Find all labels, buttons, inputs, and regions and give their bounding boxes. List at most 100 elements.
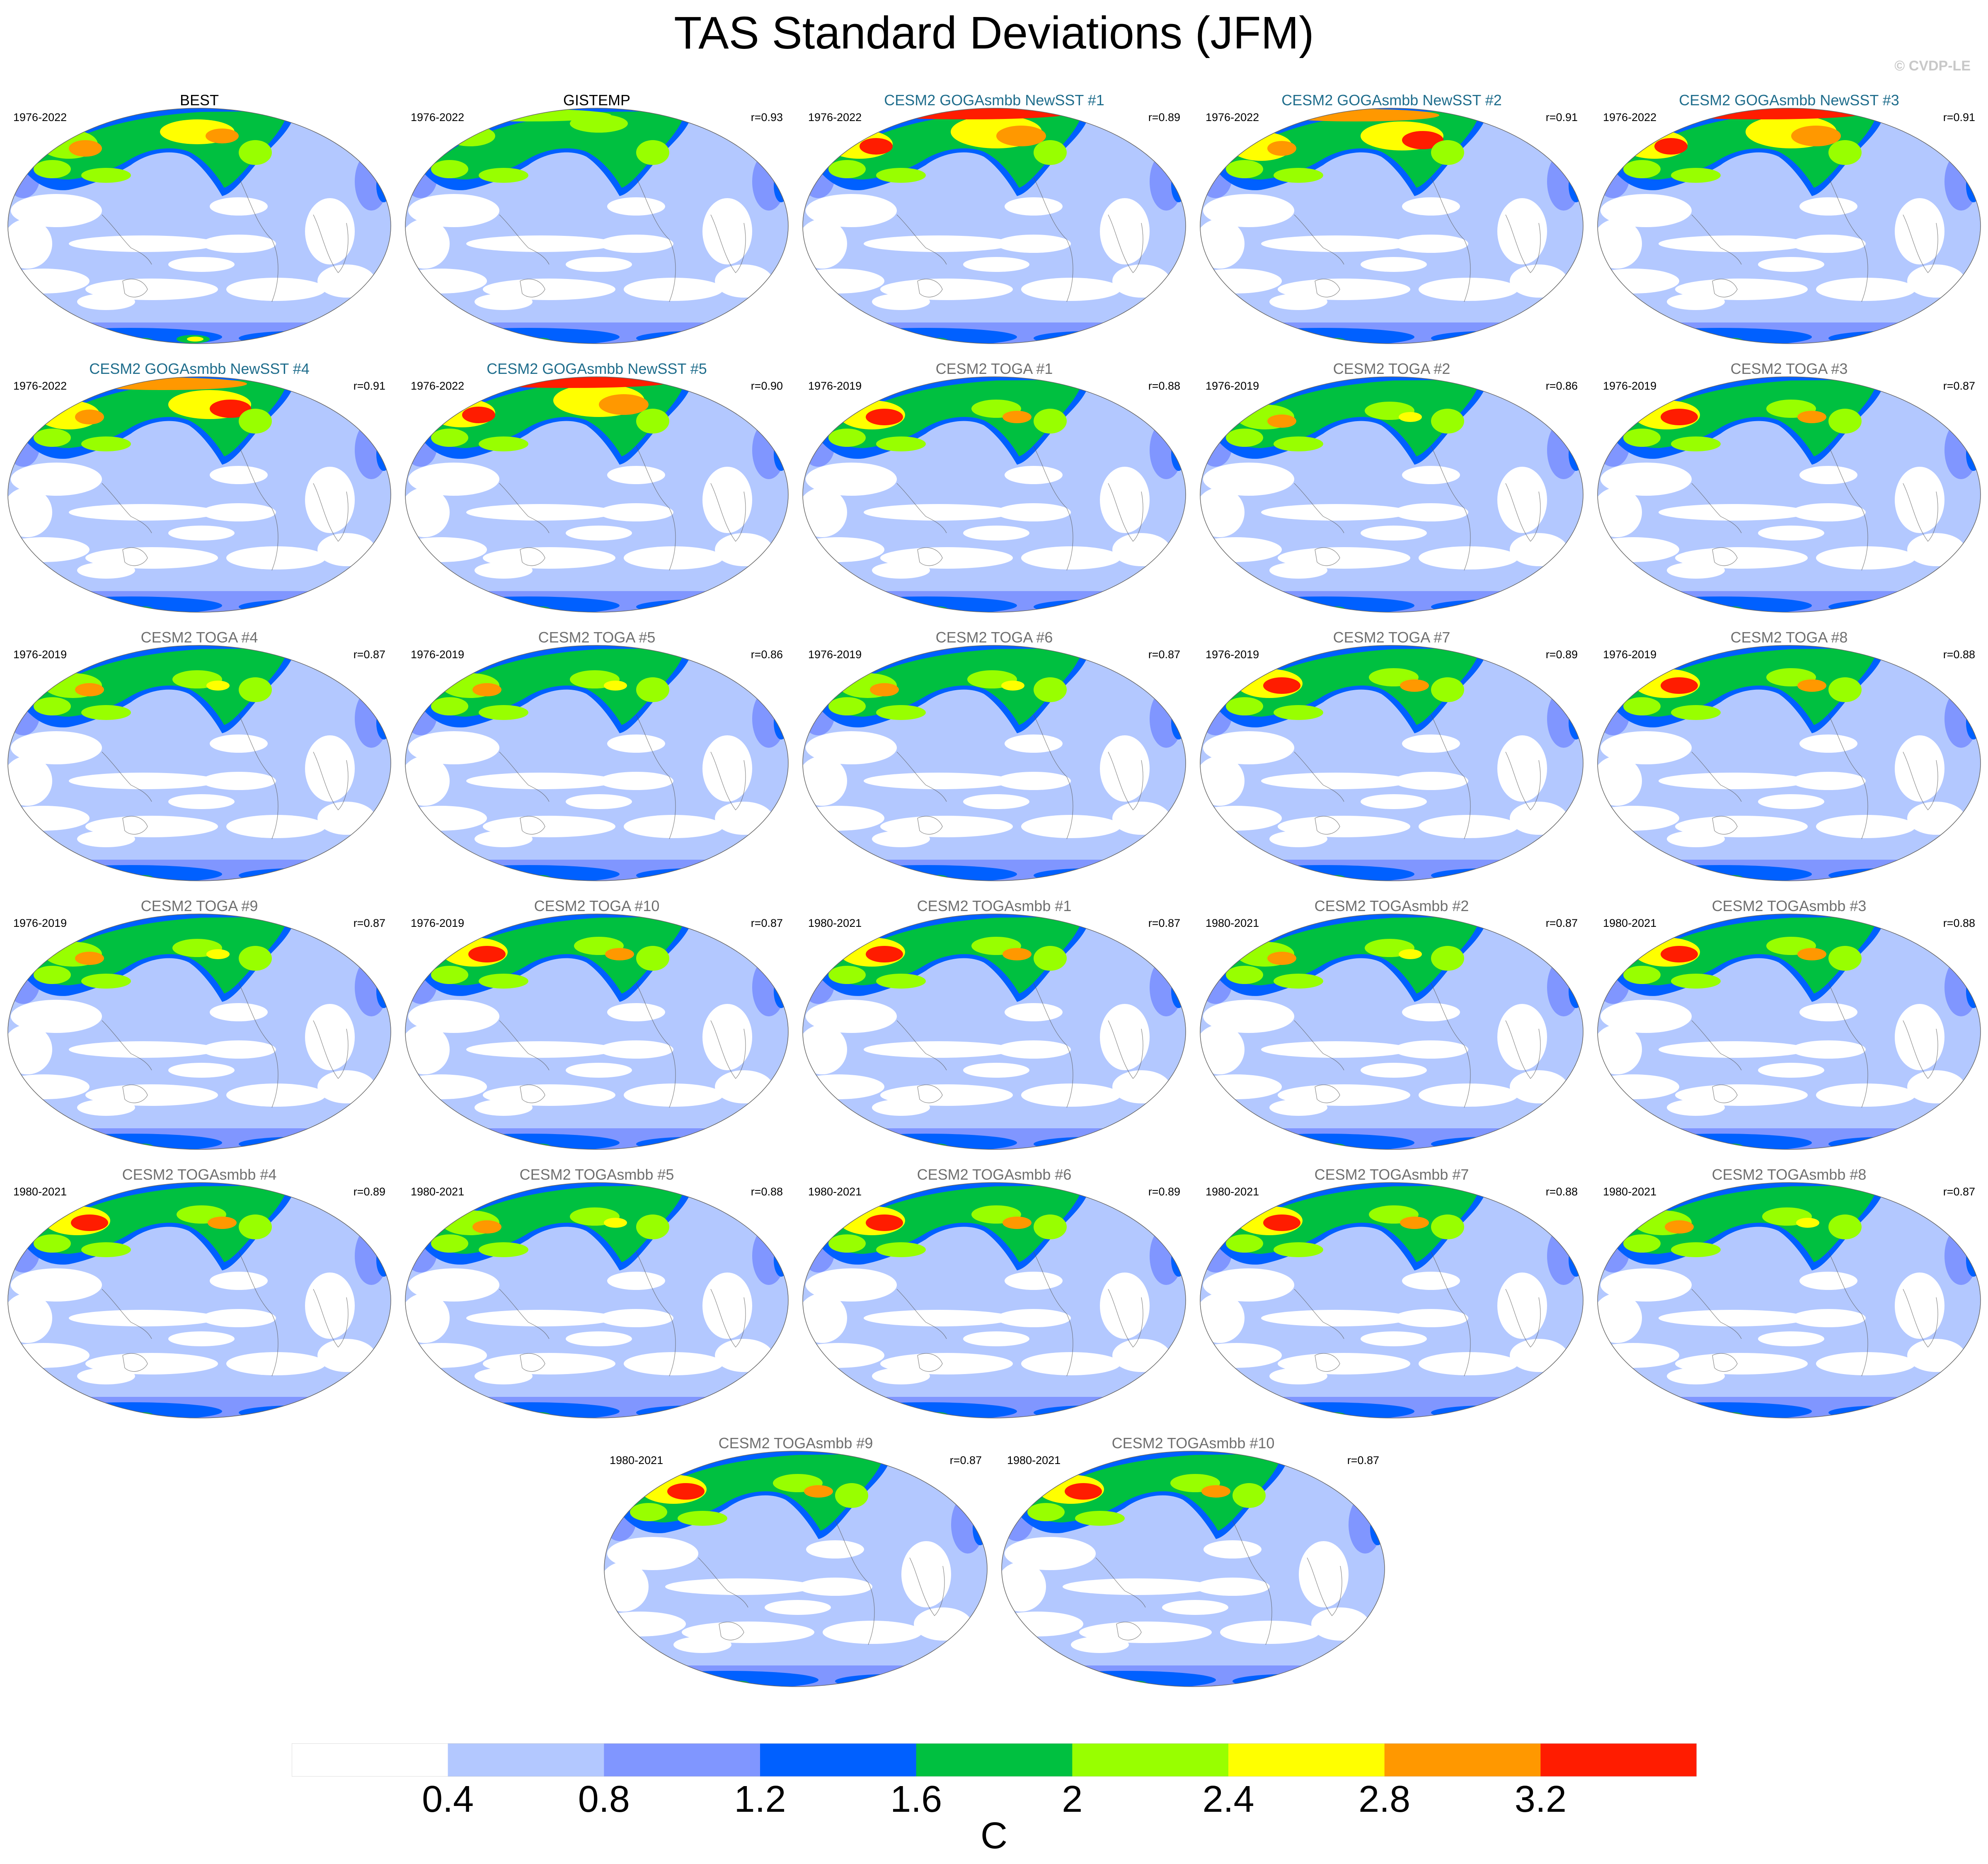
panel-map (405, 1182, 789, 1418)
map-panel: CESM2 TOGA #7 1976-2019 r=0.89 (1199, 628, 1584, 882)
panel-map (802, 1182, 1186, 1418)
panel-title: CESM2 TOGAsmbb #4 (122, 1166, 277, 1183)
panel-pattern-correlation: r=0.87 (949, 1454, 982, 1466)
colorbar (292, 1743, 1697, 1777)
panel-map (1597, 376, 1981, 613)
panel-period: 1976-2022 (808, 111, 862, 124)
colorbar-tick-label: 3.2 (1514, 1779, 1567, 1820)
panel-period: 1980-2021 (1603, 1185, 1657, 1198)
map-outline (604, 1451, 988, 1687)
map-field (803, 1183, 1186, 1418)
panel-map (1200, 1182, 1584, 1418)
colorbar-bin (1072, 1743, 1229, 1777)
map-panel: CESM2 GOGAsmbb NewSST #2 1976-2022 r=0.91 (1199, 91, 1584, 345)
colorbar-bin (292, 1743, 448, 1777)
map-field (803, 377, 1186, 612)
panel-period: 1976-2022 (411, 380, 465, 392)
map-outline (405, 1182, 789, 1418)
panel-pattern-correlation: r=0.89 (353, 1185, 385, 1198)
map-panel: CESM2 TOGA #8 1976-2019 r=0.88 (1596, 628, 1982, 882)
panel-period: 1980-2021 (1206, 1185, 1259, 1198)
map-panel: CESM2 TOGAsmbb #9 1980-2021 r=0.87 (603, 1434, 988, 1688)
panel-pattern-correlation: r=0.86 (751, 648, 783, 661)
map-outline (1597, 645, 1981, 881)
panel-title: CESM2 TOGA #5 (538, 629, 656, 646)
panel-period: 1980-2021 (13, 1185, 67, 1198)
panel-title: CESM2 TOGAsmbb #7 (1314, 1166, 1469, 1183)
panel-title: CESM2 GOGAsmbb NewSST #1 (884, 92, 1104, 109)
panel-title: CESM2 TOGAsmbb #5 (519, 1166, 674, 1183)
colorbar-bin (916, 1743, 1073, 1777)
panel-period: 1980-2021 (1007, 1454, 1061, 1466)
panel-title: CESM2 TOGA #1 (935, 360, 1053, 377)
map-outline (7, 108, 391, 344)
panel-period: 1980-2021 (808, 1185, 862, 1198)
map-field (1200, 645, 1583, 881)
panel-title: CESM2 TOGAsmbb #2 (1314, 897, 1469, 914)
colorbar-bin (604, 1743, 760, 1777)
map-outline (802, 376, 1186, 613)
panel-period: 1980-2021 (808, 917, 862, 929)
map-panel: CESM2 TOGAsmbb #6 1980-2021 r=0.89 (801, 1166, 1187, 1419)
panel-pattern-correlation: r=0.89 (1148, 111, 1180, 124)
panel-title: CESM2 TOGAsmbb #6 (917, 1166, 1072, 1183)
panel-period: 1976-2022 (13, 380, 67, 392)
map-outline (405, 914, 789, 1150)
panel-title: CESM2 GOGAsmbb NewSST #2 (1281, 92, 1502, 109)
map-panel: CESM2 TOGAsmbb #10 1980-2021 r=0.87 (1000, 1434, 1386, 1688)
panel-title: CESM2 TOGA #3 (1730, 360, 1848, 377)
panel-title: CESM2 TOGAsmbb #10 (1111, 1435, 1275, 1452)
panel-map (7, 108, 391, 344)
panel-pattern-correlation: r=0.91 (1545, 111, 1578, 124)
map-panel: CESM2 TOGAsmbb #3 1980-2021 r=0.88 (1596, 897, 1982, 1151)
panel-map (802, 914, 1186, 1150)
panel-title: BEST (179, 92, 219, 109)
panel-pattern-correlation: r=0.87 (1148, 648, 1180, 661)
map-panel: CESM2 TOGAsmbb #1 1980-2021 r=0.87 (801, 897, 1187, 1151)
colorbar-tick-label: 0.4 (422, 1779, 474, 1820)
panel-map (1001, 1451, 1385, 1687)
panel-map (405, 108, 789, 344)
panel-title: CESM2 GOGAsmbb NewSST #5 (487, 360, 707, 377)
map-field (8, 914, 391, 1149)
colorbar-tick-label: 1.6 (890, 1779, 942, 1820)
panel-period: 1976-2019 (808, 380, 862, 392)
panel-map (1597, 108, 1981, 344)
panel-title: CESM2 TOGAsmbb #1 (917, 897, 1072, 914)
panel-map (802, 376, 1186, 613)
panel-pattern-correlation: r=0.90 (751, 380, 783, 392)
panel-period: 1976-2019 (411, 917, 465, 929)
map-panel: CESM2 GOGAsmbb NewSST #1 1976-2022 r=0.89 (801, 91, 1187, 345)
panel-pattern-correlation: r=0.87 (1545, 917, 1578, 929)
panel-pattern-correlation: r=0.88 (1943, 917, 1975, 929)
map-panel: CESM2 TOGA #6 1976-2019 r=0.87 (801, 628, 1187, 882)
map-outline (7, 914, 391, 1150)
map-panel: CESM2 TOGA #9 1976-2019 r=0.87 (7, 897, 392, 1151)
panel-map (405, 376, 789, 613)
panel-map (7, 1182, 391, 1418)
colorbar-bin (1384, 1743, 1541, 1777)
panel-map (1200, 914, 1584, 1150)
colorbar-tick-label: 2.4 (1202, 1779, 1254, 1820)
map-outline (802, 1182, 1186, 1418)
map-field (1200, 108, 1583, 344)
panel-map (1597, 645, 1981, 881)
panel-map (7, 914, 391, 1150)
panel-map (1200, 108, 1584, 344)
panel-title: GISTEMP (563, 92, 631, 109)
map-panel: CESM2 TOGAsmbb #7 1980-2021 r=0.88 (1199, 1166, 1584, 1419)
map-outline (1597, 914, 1981, 1150)
panel-period: 1976-2022 (13, 111, 67, 124)
panel-period: 1976-2019 (1603, 380, 1657, 392)
panel-title: CESM2 TOGA #6 (935, 629, 1053, 646)
panel-pattern-correlation: r=0.93 (751, 111, 783, 124)
panel-map (604, 1451, 988, 1687)
map-field (405, 914, 788, 1149)
colorbar-unit-label: C (981, 1815, 1007, 1857)
colorbar-bin (1540, 1743, 1697, 1777)
panel-period: 1976-2019 (411, 648, 465, 661)
map-outline (1200, 376, 1584, 613)
panel-pattern-correlation: r=0.88 (1545, 1185, 1578, 1198)
panel-pattern-correlation: r=0.89 (1545, 648, 1578, 661)
map-panel: GISTEMP 1976-2022 r=0.93 (404, 91, 789, 345)
